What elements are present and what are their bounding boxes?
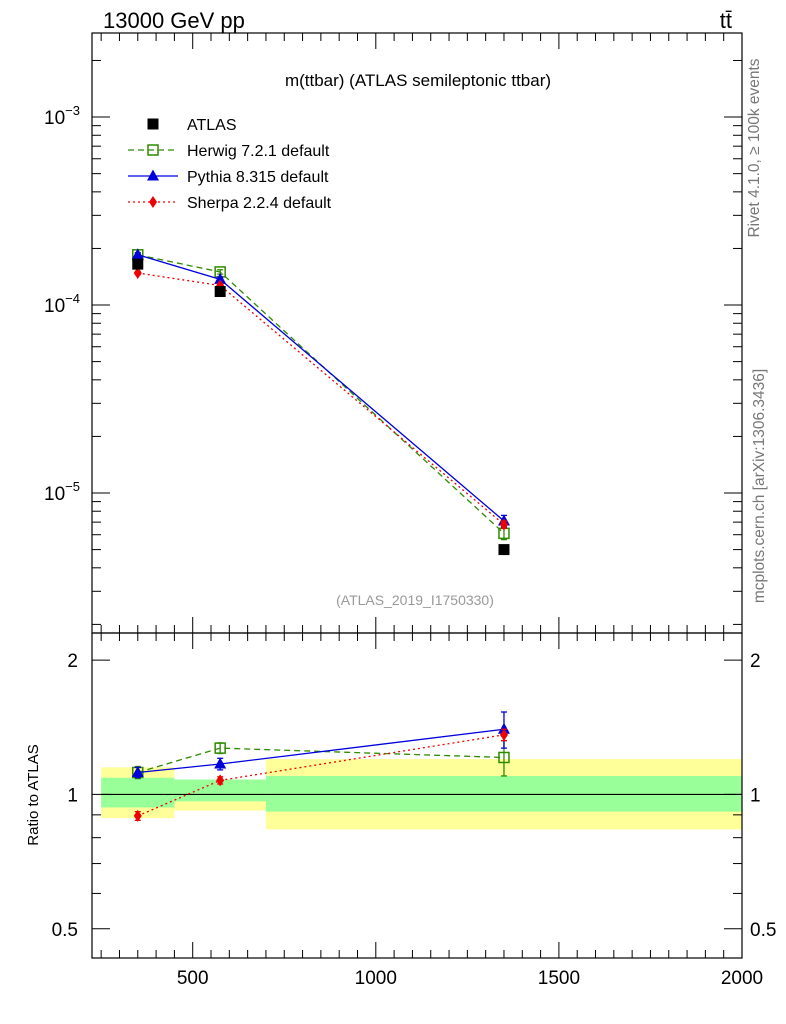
legend-marker [147, 144, 159, 156]
x-tick-label: 1000 [355, 968, 397, 989]
process-label: tt̄ [720, 8, 732, 33]
ratio-y-tick-label-right: 1 [750, 785, 761, 806]
ratio-y-tick-label-right: 2 [750, 651, 761, 672]
ratio-line [137, 734, 505, 817]
rivet-version-label: Rivet 4.1.0, ≥ 100k events [746, 58, 763, 237]
ratio-frame [91, 632, 743, 959]
series-atlas [132, 258, 510, 556]
ratio-point [499, 728, 508, 741]
legend-marker [147, 118, 159, 130]
ratio-series-sherpa [133, 728, 508, 822]
ratio-point [216, 774, 225, 787]
stat-uncertainty-band [101, 777, 175, 808]
legend-label: Herwig 7.2.1 default [187, 143, 330, 160]
data-point [498, 544, 510, 556]
series-line [137, 272, 505, 525]
ratio-point [214, 742, 226, 754]
data-point [214, 272, 227, 284]
ratio-series-pythia [131, 711, 510, 779]
ratio-point [498, 751, 510, 764]
series-line [137, 254, 505, 522]
ratio-y-axis-label: Ratio to ATLAS [25, 744, 42, 845]
mcplots-url-label: mcplots.cern.ch [arXiv:1306.3436] [751, 369, 768, 603]
energy-label: 13000 GeV pp [103, 8, 245, 33]
legend-label: ATLAS [187, 117, 237, 134]
y-tick-label: 10−3 [44, 103, 80, 129]
ratio-y-tick-label: 2 [67, 651, 78, 672]
series-line [137, 254, 505, 534]
stat-uncertainty-band [174, 779, 266, 802]
stat-uncertainty-band [265, 775, 742, 812]
ratio-point [133, 809, 142, 822]
legend-marker [147, 169, 159, 181]
legend-marker [149, 196, 157, 208]
y-tick-label: 10−4 [44, 291, 80, 317]
main-panel: 10−3 10−4 10−5 m(ttbar) (ATLAS semileptonic… [44, 32, 743, 634]
chart-title: m(ttbar) (ATLAS semileptonic ttbar) [285, 71, 551, 90]
data-point [131, 248, 144, 260]
data-point [214, 286, 226, 298]
x-tick-label: 1500 [538, 968, 580, 989]
analysis-watermark: (ATLAS_2019_I1750330) [336, 592, 494, 608]
y-tick-label: 10−5 [44, 479, 80, 505]
legend: ATLAS Herwig 7.2.1 default Pythia 8.315 de… [128, 117, 332, 212]
legend-label: Pythia 8.315 default [187, 169, 329, 186]
x-tick-label: 2000 [721, 968, 763, 989]
x-tick-label: 500 [177, 968, 209, 989]
ratio-point [497, 722, 510, 734]
data-point [132, 258, 144, 270]
series-herwig [132, 249, 510, 541]
data-point [499, 518, 508, 531]
series-pythia [131, 248, 510, 528]
ratio-point [214, 757, 227, 769]
ratio-y-tick-label-right: 0.5 [750, 920, 776, 941]
ratio-y-tick-label: 1 [67, 785, 78, 806]
data-point [133, 267, 142, 280]
ratio-point [131, 765, 144, 777]
legend-label: Sherpa 2.2.4 default [187, 195, 332, 212]
series-sherpa [133, 267, 508, 531]
ratio-y-tick-label: 0.5 [52, 920, 78, 941]
ratio-panel: 500 1000 1500 2000 0.5 0.5 1 1 2 2 Ratio to ATLAS [25, 632, 776, 989]
